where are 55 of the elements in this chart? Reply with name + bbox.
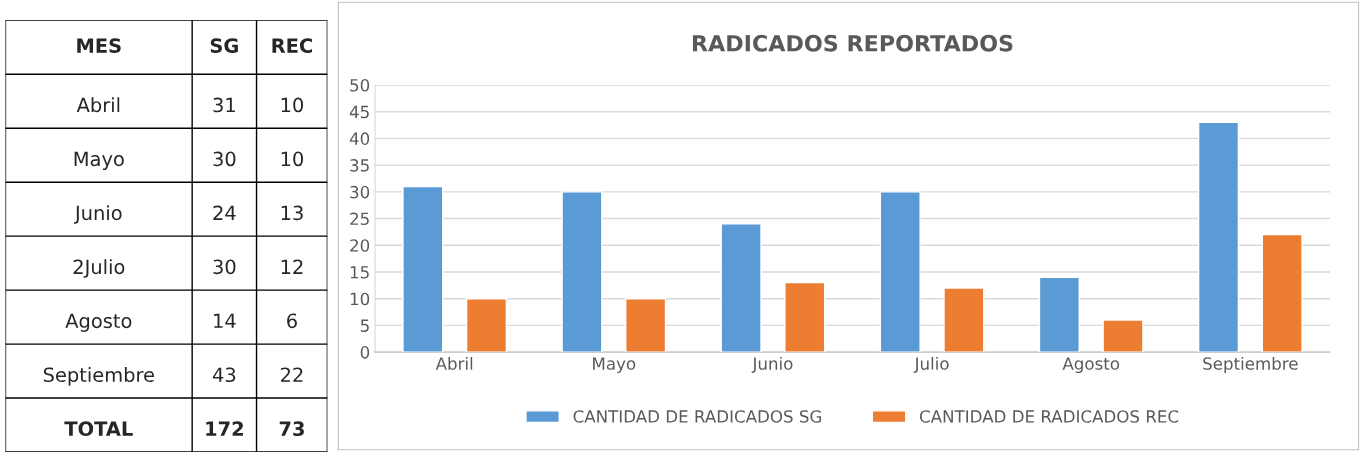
bar [402, 185, 444, 353]
text: REC [272, 38, 312, 53]
y-tick-label: 20 [350, 239, 370, 252]
bar [1038, 276, 1080, 353]
category-label: 2Julio [73, 259, 125, 278]
x-tick-label: Agosto [1062, 357, 1120, 374]
legend-label: CANTIDAD DE RADICADOS SG [573, 410, 821, 423]
y-tick-label: 5 [360, 319, 369, 332]
bar [1261, 233, 1303, 353]
data-label: 43 [212, 367, 236, 383]
bar [1102, 319, 1144, 353]
bar [1197, 121, 1240, 353]
y-tick-label: 25 [350, 212, 369, 226]
data-label: 30 [213, 259, 236, 275]
chart-title: RADICADOS REPORTADOS [692, 34, 1013, 52]
x-tick-label: Abril [435, 356, 473, 370]
data-label: 31 [213, 97, 235, 113]
data-label: 73 [279, 421, 304, 437]
bar [720, 223, 762, 353]
legend-label: CANTIDAD DE RADICADOS REC [919, 410, 1179, 423]
y-tick-label: 40 [349, 132, 370, 145]
data-label: 172 [206, 421, 243, 436]
data-label: 22 [281, 367, 303, 382]
data-label: 24 [213, 205, 236, 220]
data-label: 12 [281, 259, 303, 274]
category-label: Mayo [74, 151, 124, 171]
bar [784, 281, 826, 353]
x-tick-label: Junio [751, 356, 793, 373]
y-tick-label: 15 [350, 266, 369, 279]
data-label: 10 [281, 97, 304, 113]
text: SG [210, 38, 238, 53]
category-label: Junio [73, 205, 122, 224]
x-tick-label: Julio [913, 356, 949, 373]
y-tick-label: 50 [350, 78, 370, 92]
data-label: 14 [214, 313, 236, 328]
category-label: TOTAL [64, 421, 133, 437]
x-tick-label: Septiembre [1203, 356, 1298, 374]
x-tick-label: Mayo [593, 357, 636, 374]
y-tick-label: 30 [350, 185, 370, 199]
data-label: 6 [287, 313, 297, 329]
y-tick-label: 45 [349, 105, 369, 119]
bar [625, 297, 667, 353]
category-label: Agosto [65, 313, 132, 332]
bar [879, 191, 921, 353]
y-tick-label: 0 [360, 346, 370, 359]
bar [561, 191, 603, 353]
bar [465, 297, 508, 353]
data-label: 13 [281, 205, 303, 221]
category-label: Abril [76, 97, 120, 113]
text: MES [77, 38, 121, 53]
data-label: 10 [281, 151, 304, 167]
y-tick-label: 10 [350, 292, 370, 306]
bar [943, 287, 985, 353]
y-tick-label: 35 [350, 159, 369, 172]
data-label: 30 [213, 151, 236, 167]
